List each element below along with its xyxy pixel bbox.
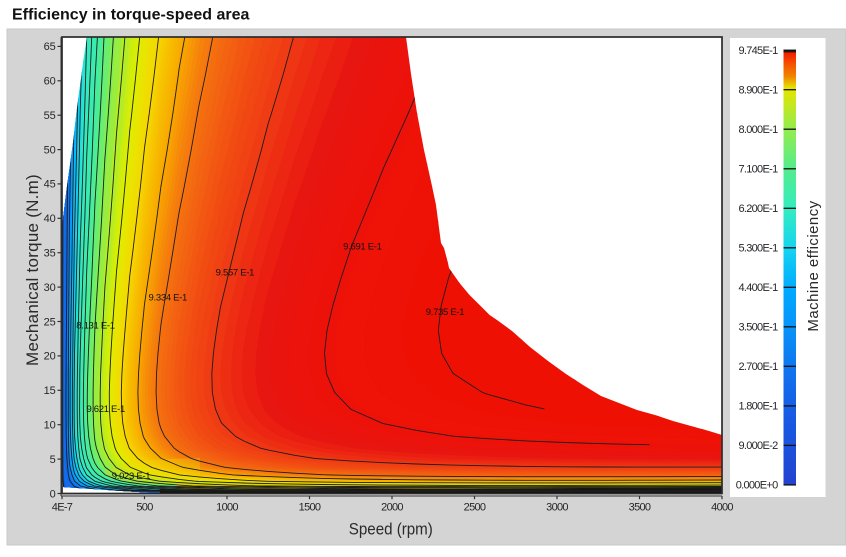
svg-text:3500: 3500 [629,502,651,514]
svg-text:30: 30 [44,282,56,294]
svg-text:9.691 E-1: 9.691 E-1 [343,242,382,253]
svg-text:1500: 1500 [299,502,321,514]
svg-text:8.900E-1: 8.900E-1 [738,85,778,97]
svg-text:9.621 E-1: 9.621 E-1 [86,404,125,415]
svg-text:Machine efficiency: Machine efficiency [805,200,822,331]
svg-text:7.100E-1: 7.100E-1 [738,164,778,176]
svg-text:55: 55 [44,110,56,122]
svg-text:15: 15 [44,385,56,397]
svg-text:65: 65 [44,41,56,53]
svg-text:9.000E-2: 9.000E-2 [738,440,778,452]
svg-text:5.300E-1: 5.300E-1 [738,243,778,255]
svg-text:10: 10 [44,420,56,432]
svg-text:9.745E-1: 9.745E-1 [738,45,778,57]
svg-text:0: 0 [50,488,56,500]
svg-text:5: 5 [50,454,56,466]
svg-text:45: 45 [44,179,56,191]
svg-text:3.500E-1: 3.500E-1 [738,322,778,334]
svg-text:0.000E+0: 0.000E+0 [736,480,778,492]
svg-text:60: 60 [44,76,56,88]
svg-text:40: 40 [44,213,56,225]
svg-text:9.557 E-1: 9.557 E-1 [216,268,255,279]
svg-text:6.200E-1: 6.200E-1 [738,203,778,215]
svg-text:Mechanical torque (N.m): Mechanical torque (N.m) [23,174,42,366]
svg-text:4E-7: 4E-7 [52,502,73,514]
svg-text:Speed (rpm): Speed (rpm) [349,520,433,539]
svg-text:50: 50 [44,144,56,156]
svg-text:4.400E-1: 4.400E-1 [738,282,778,294]
svg-text:1.800E-1: 1.800E-1 [738,401,778,413]
svg-text:4000: 4000 [711,502,733,514]
svg-text:9.334 E-1: 9.334 E-1 [149,293,188,304]
svg-text:3000: 3000 [546,502,568,514]
svg-text:Efficiency in torque-speed are: Efficiency in torque-speed area [12,7,250,24]
svg-text:20: 20 [44,351,56,363]
svg-text:2.700E-1: 2.700E-1 [738,361,778,373]
svg-text:9.735 E-1: 9.735 E-1 [426,307,465,318]
svg-text:9.023 E-1: 9.023 E-1 [112,471,151,482]
svg-text:1000: 1000 [216,502,238,514]
svg-text:8.131 E-1: 8.131 E-1 [76,321,115,332]
svg-text:2000: 2000 [381,502,403,514]
svg-text:500: 500 [136,502,153,514]
svg-text:2500: 2500 [464,502,486,514]
svg-text:35: 35 [44,248,56,260]
svg-text:25: 25 [44,316,56,328]
svg-text:8.000E-1: 8.000E-1 [738,124,778,136]
